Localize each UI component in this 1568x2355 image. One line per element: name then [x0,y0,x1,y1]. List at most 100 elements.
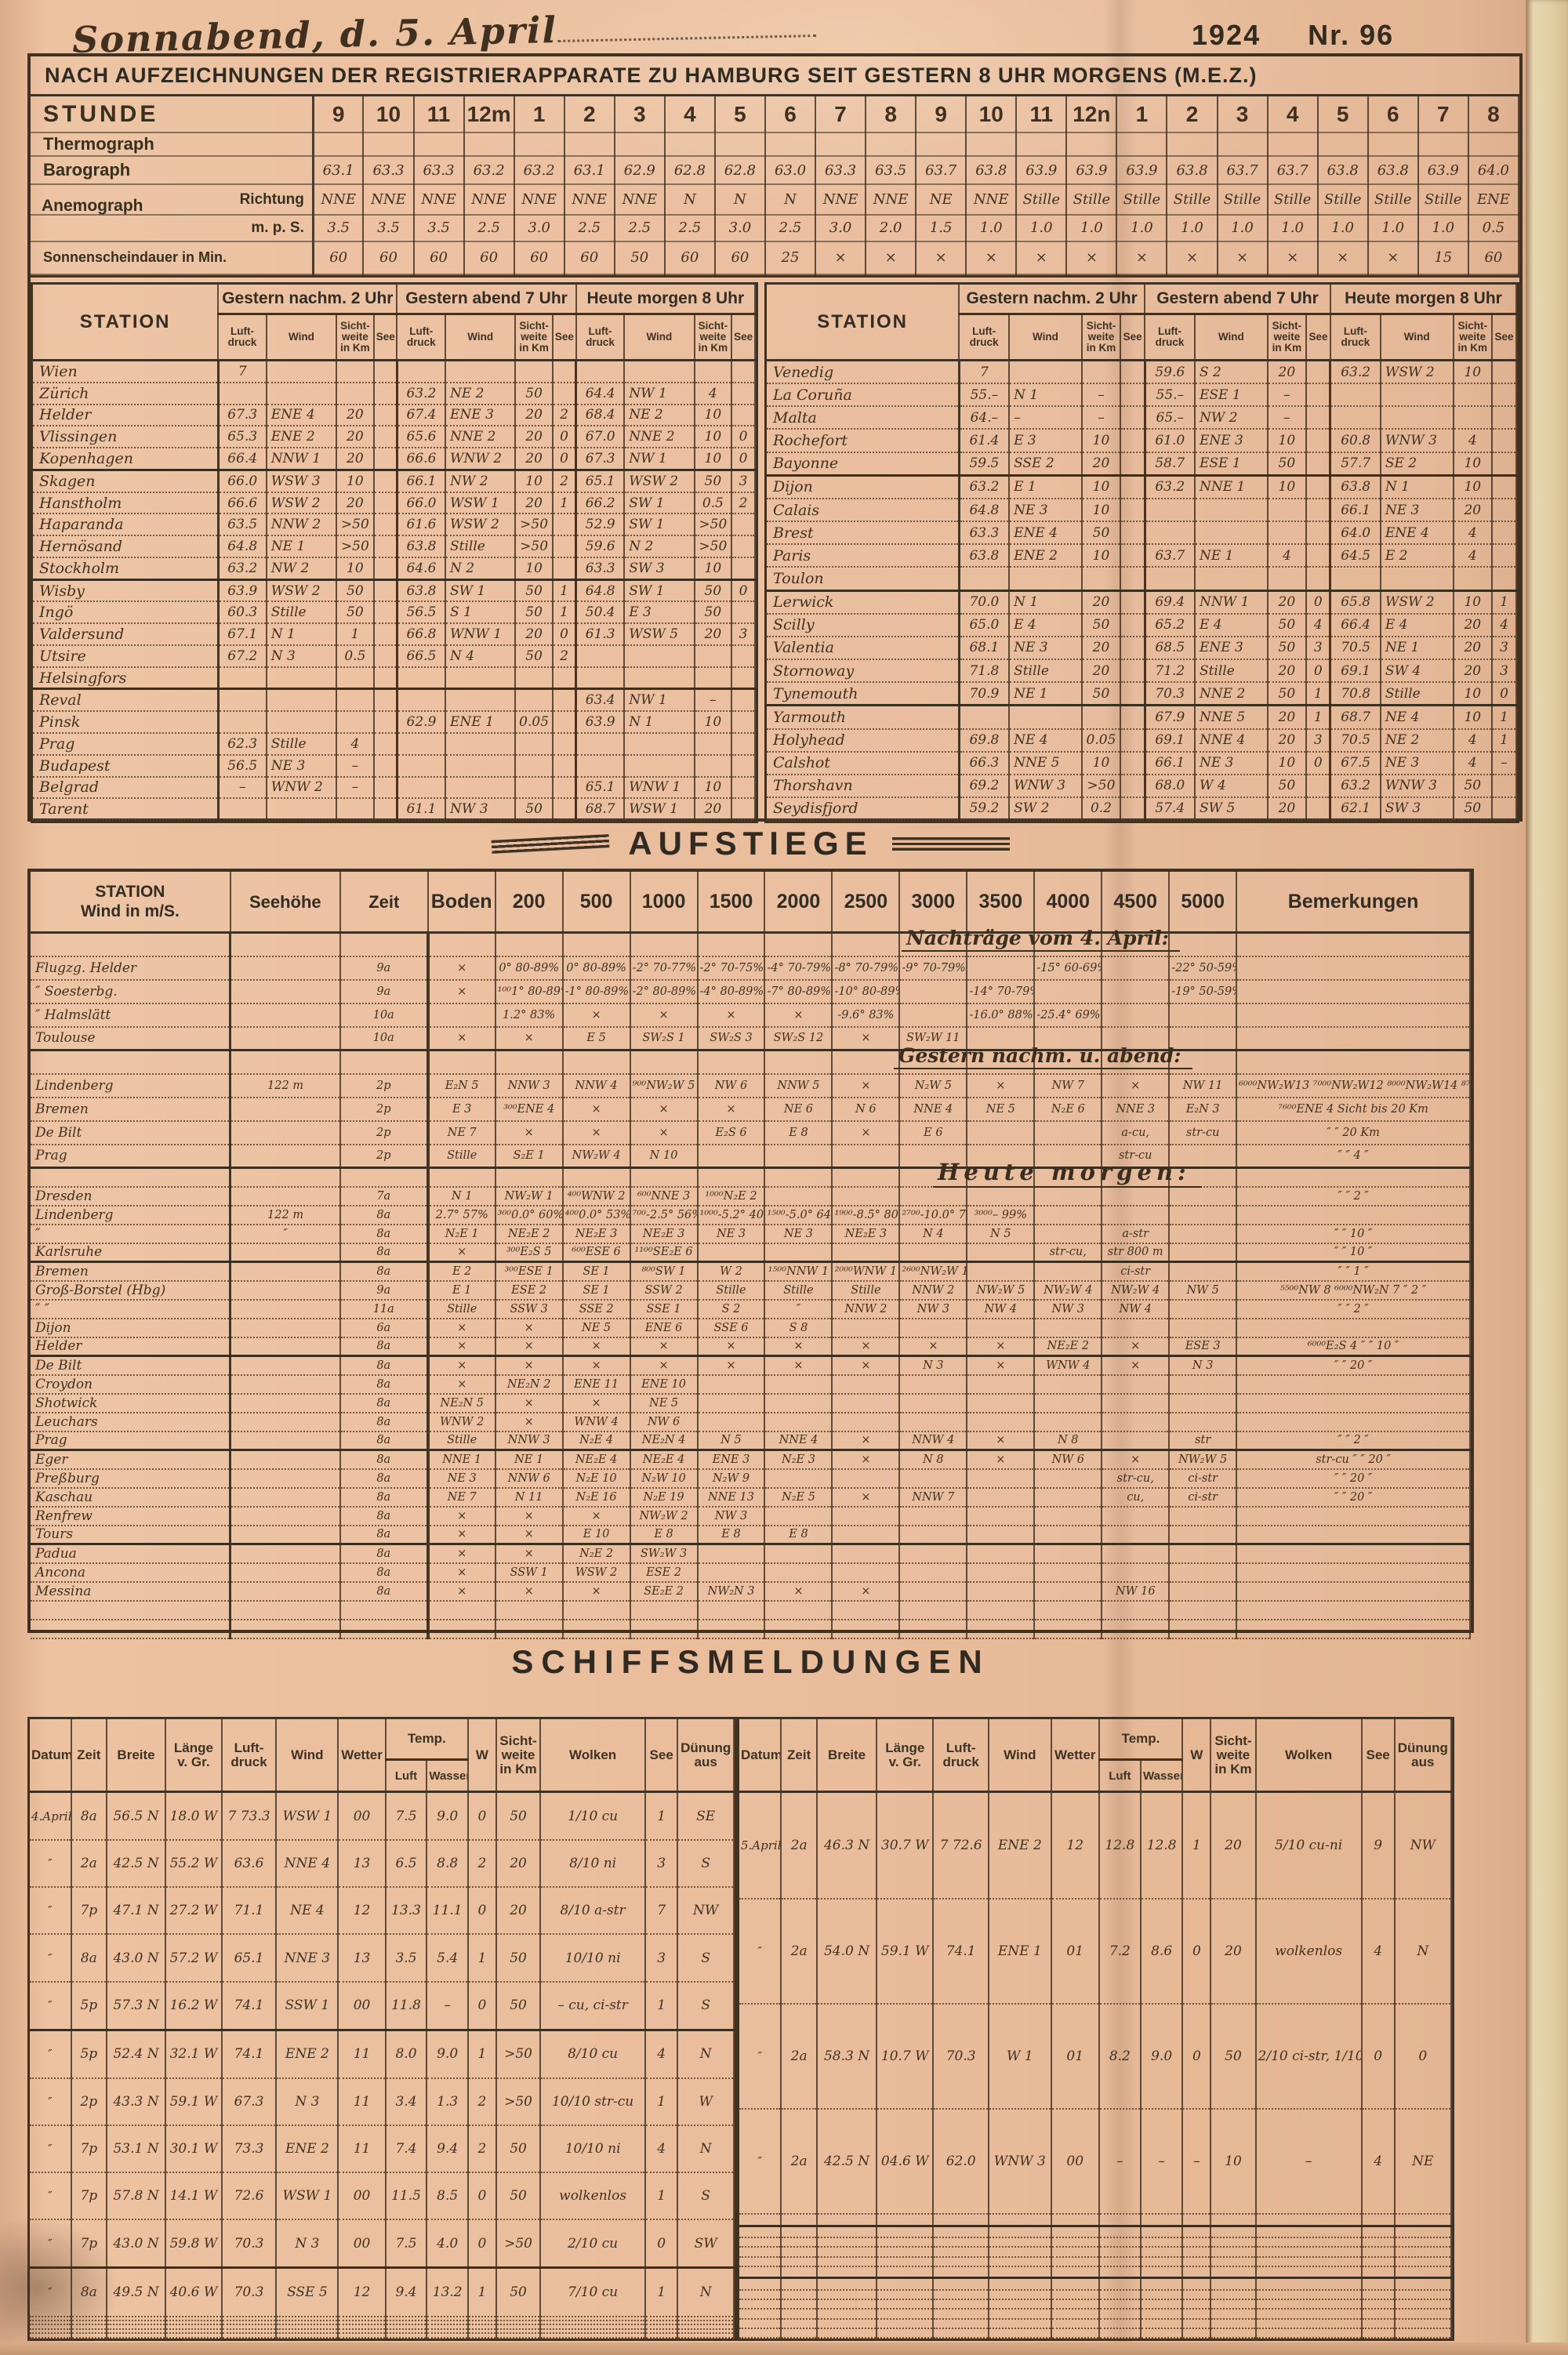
cell: 63.1 [313,156,365,186]
cell: Stockholm [33,557,220,581]
cell: 40.6 W [165,2267,223,2317]
cell [988,2318,1052,2329]
cell [1267,498,1308,523]
cell [1098,2309,1142,2320]
cell [832,1167,901,1188]
cell [373,688,398,713]
cell: 63.7 [916,156,967,186]
cell: Belgrad [33,776,220,800]
cell: WNW 3 [1380,429,1454,453]
cell [495,2321,542,2326]
cell: 50 [515,579,554,603]
data-table: STATION Gestern nachm. 2 Uhr Gestern abend… [767,285,1518,822]
cell [1217,132,1269,158]
cell: 2p [339,1073,430,1098]
cell: – [336,776,375,800]
table-row [739,2237,1453,2248]
cell [1120,360,1146,385]
cell [31,1619,232,1639]
cell: 64.– [959,406,1011,430]
cell [427,1167,496,1188]
cell: NNW 4 [899,1431,968,1451]
column-header: Luft- druck [933,1719,989,1793]
cell: 1.0 [1066,214,1118,242]
cell [1169,1243,1238,1263]
cell: × [832,1450,901,1470]
cell: Stille [1016,184,1068,216]
cell [1267,132,1319,158]
cell [1330,567,1381,592]
cell: NE 3 [266,754,338,778]
cell: N 3 [899,1355,968,1376]
cell: 20 [515,448,554,471]
cell: 1 [644,1981,679,2031]
cell: ³⁰⁰0.0° 60% [495,1205,564,1225]
cell [552,776,578,800]
cell: NE₂E 4 [630,1450,699,1470]
cell: Stille [1066,184,1118,216]
cell [230,1243,341,1263]
cell: N₂E 1 [427,1224,496,1244]
table-row: Flugzg. Helder 9a × 0° 80-89% 0° 80-89% -2° 7… [31,956,1471,981]
cell: 10 [1453,682,1493,707]
cell: 42.5 N [106,1840,167,1889]
cell: 1 [1306,705,1332,730]
cell: N 1 [1380,475,1454,499]
cell [1361,2328,1396,2339]
table-row [30,2324,735,2331]
cell [1102,1050,1171,1075]
cell: × [1267,241,1319,276]
cell [832,1412,901,1432]
cell: 3.0 [714,214,766,242]
cell: NNE [363,184,415,216]
cell [1394,2237,1453,2248]
cell: -22° 50-59% [1169,956,1238,981]
cell [1016,132,1068,158]
cell [1210,2237,1257,2248]
cell: Paris [767,544,960,568]
cell [339,1050,430,1075]
cell: E 3 [624,601,695,625]
table-header: STATION Wind in m/S. Seehöhe Zeit Boden 200 5… [31,872,1471,934]
cell: Flugzg. Helder [31,956,232,981]
cell: 7p [71,2172,107,2221]
cell [1034,1261,1103,1282]
cell: 66.2 [575,492,626,515]
cell: NW₂W 2 [630,1506,699,1526]
cell [1034,1186,1103,1207]
cell [1120,590,1146,615]
table-row: Bayonne 59.5 SSE 2 20 58.7 ESE 1 50 57.7 SE 2 10 [767,452,1518,477]
cell [988,2299,1052,2310]
cell: Stille [1267,184,1319,216]
cell: str-cu, [1034,1243,1103,1263]
cell: Helder [33,404,220,427]
cell: NE 3 [764,1224,833,1244]
cell: Prag [31,1431,232,1451]
table-row: m. p. S. 3.5 3.5 3.5 2.5 3.0 2.5 2.5 2.5 3.0 2.5 3.… [31,214,1520,242]
cell: 11 [338,2125,387,2174]
cell: × [1116,241,1168,276]
cell [624,360,695,383]
cell [731,535,756,558]
cell: La Coruña [767,383,960,408]
cell [1169,1167,1238,1188]
cell: ³⁰⁰ENE 4 [495,1097,564,1122]
cell [495,1050,564,1075]
cell: × [967,1450,1036,1470]
cell: NE [1394,2108,1453,2215]
table-row: Richtung NNE NNE NNE NNE NNE NNE NNE N N N NNE NNE NE… [31,184,1520,216]
cell [1098,2213,1142,2227]
cell [967,1487,1036,1508]
cell: × [562,1120,631,1145]
cell: >50 [515,513,554,537]
cell: Tours [31,1525,232,1545]
cell [373,754,398,778]
cell [1102,932,1171,957]
cell [816,2277,878,2291]
cell [1210,2226,1257,2239]
cell: ENE 2 [266,426,338,449]
cell [495,1619,564,1639]
cell: >50 [336,535,375,558]
header-subrow: Luft- druck Wind Sicht- weite in Km See Luft… [767,314,1518,361]
cell: 10 [694,426,733,449]
